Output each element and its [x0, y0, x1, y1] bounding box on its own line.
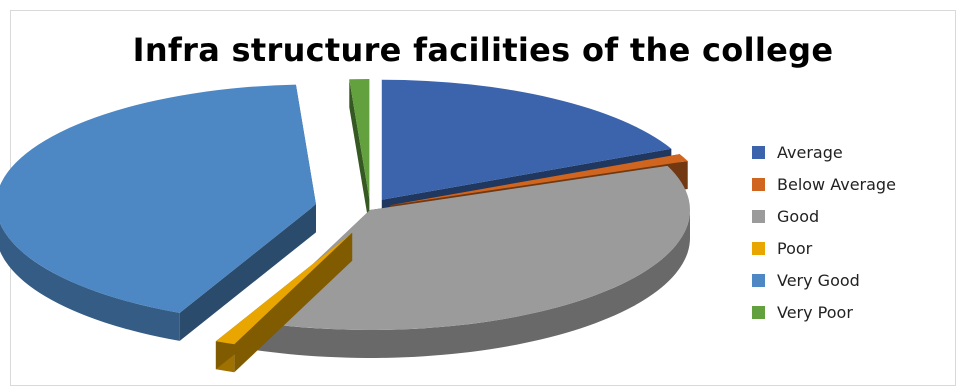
legend-swatch	[752, 209, 765, 223]
pie-slice-very-good	[0, 84, 316, 341]
legend-swatch	[752, 273, 765, 287]
chart-legend: Average Below Average Good Poor Very Good Ver…	[752, 136, 896, 328]
legend-item-average: Average	[752, 136, 896, 168]
legend-item-below-average: Below Average	[752, 168, 896, 200]
legend-label: Very Good	[777, 270, 860, 290]
legend-swatch	[752, 145, 765, 159]
legend-label: Good	[777, 206, 820, 226]
legend-item-good: Good	[752, 200, 896, 232]
pie-slice-poor	[215, 232, 353, 373]
legend-item-poor: Poor	[752, 232, 896, 264]
legend-label: Below Average	[777, 174, 896, 194]
legend-label: Very Poor	[777, 302, 853, 322]
legend-item-very-poor: Very Poor	[752, 296, 896, 328]
legend-swatch	[752, 177, 765, 191]
legend-swatch	[752, 305, 765, 319]
legend-label: Average	[777, 142, 843, 162]
chart-title: Infra structure facilities of the colleg…	[132, 31, 834, 69]
legend-item-very-good: Very Good	[752, 264, 896, 296]
legend-swatch	[752, 241, 765, 255]
legend-label: Poor	[777, 238, 813, 258]
pie-slice-very-poor	[349, 79, 370, 228]
